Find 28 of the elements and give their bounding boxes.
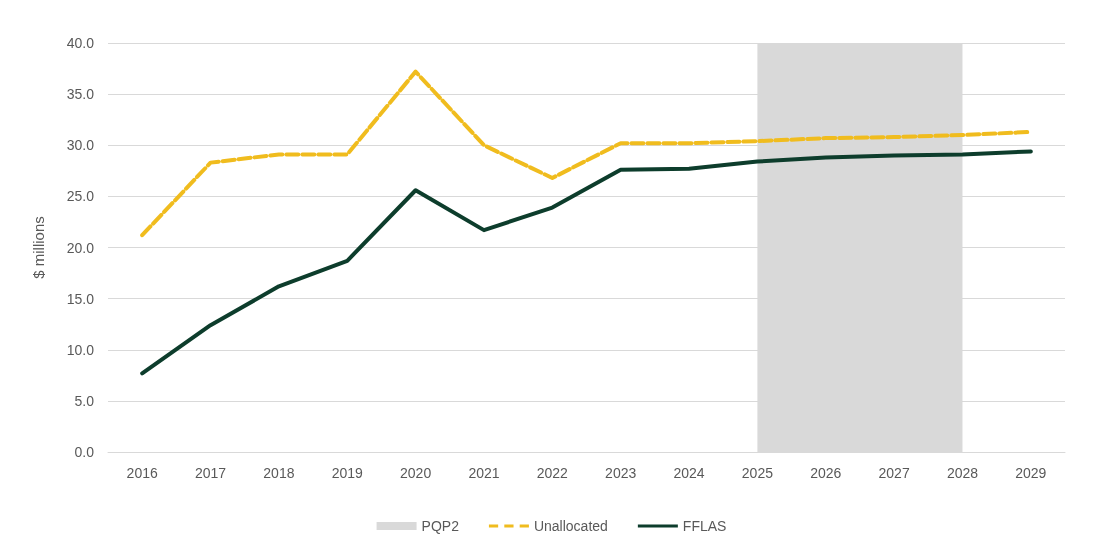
y-tick-label: 35.0 — [66, 86, 95, 103]
x-tick-label: 2022 — [536, 465, 569, 481]
y-axis-title: $ millions — [30, 216, 47, 279]
x-tick-label: 2021 — [468, 465, 500, 481]
y-tick-label: 40.0 — [66, 35, 95, 51]
x-tick-label: 2025 — [741, 465, 774, 481]
y-tick-label: 5.0 — [74, 392, 95, 409]
y-tick-label: 15.0 — [66, 290, 95, 307]
y-tick-label: 10.0 — [66, 341, 95, 358]
line-series — [140, 149, 1033, 376]
y-tick-label: 25.0 — [66, 188, 95, 205]
y-tick-label: 20.0 — [66, 239, 95, 256]
x-tick-label: 2020 — [400, 465, 432, 481]
legend-label: Unallocated — [533, 518, 608, 534]
y-tick-label: 0.0 — [74, 444, 95, 460]
x-tick-label: 2023 — [605, 465, 637, 481]
x-tick-label: 2018 — [263, 465, 295, 481]
legend-label: PQP2 — [421, 518, 460, 534]
x-tick-label: 2026 — [810, 465, 842, 481]
y-tick-label: 30.0 — [66, 137, 95, 154]
x-tick-label: 2027 — [878, 465, 910, 481]
x-tick-label: 2029 — [1015, 465, 1047, 481]
x-tick-label: 2028 — [946, 465, 979, 481]
x-tick-label: 2016 — [126, 465, 158, 481]
legend-label: FFLAS — [682, 518, 727, 534]
x-tick-label: 2017 — [194, 465, 227, 481]
x-tick-label: 2019 — [331, 465, 364, 481]
x-tick-label: 2024 — [673, 465, 705, 481]
